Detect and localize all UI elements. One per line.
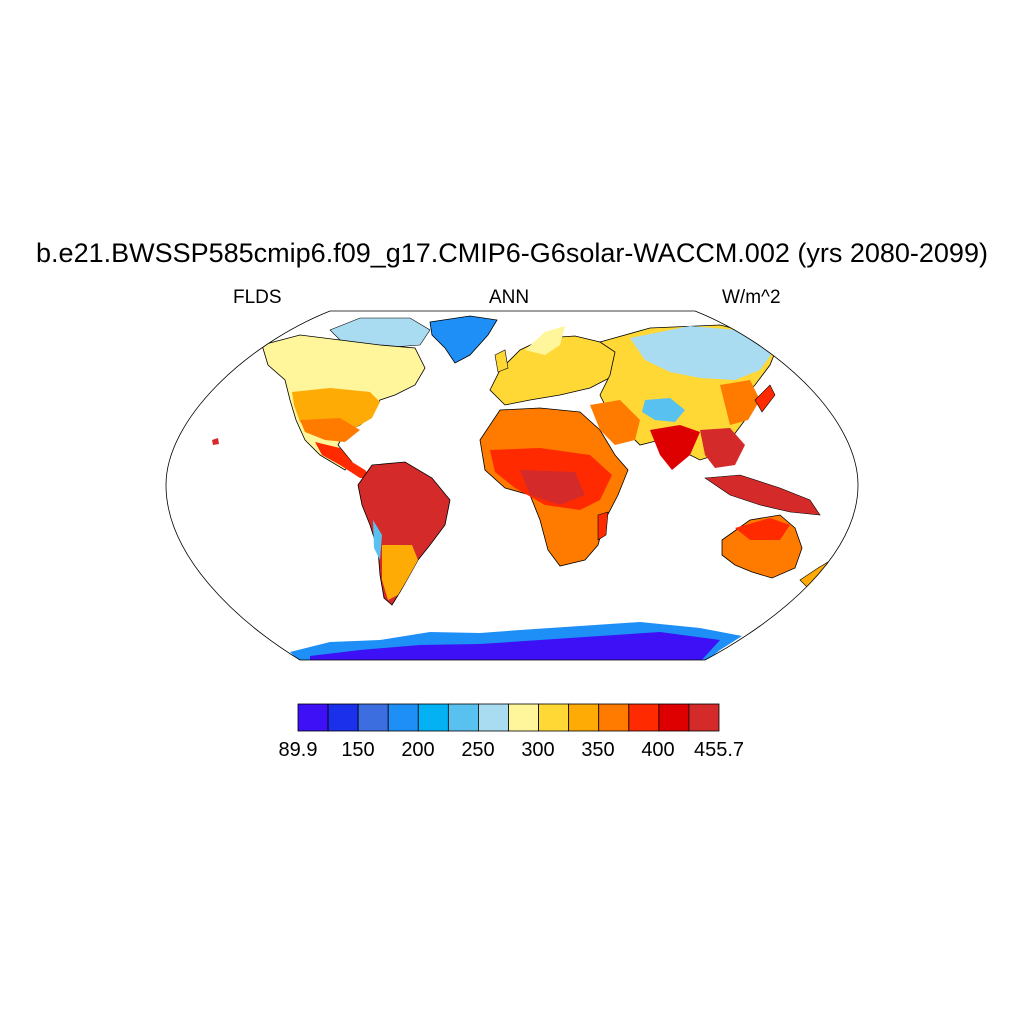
colorbar-tick-label: 455.7	[693, 739, 745, 761]
colorbar-box	[447, 703, 479, 732]
colorbar-box	[658, 703, 690, 732]
region-siberia	[630, 326, 778, 380]
colorbar-box	[417, 703, 449, 732]
season-label: ANN	[489, 287, 530, 308]
colorbar-tick-label: 350	[581, 739, 615, 761]
colorbar-tick-label: 400	[641, 739, 675, 761]
region-antarctica	[310, 632, 720, 660]
region-indonesia	[704, 474, 821, 516]
variable-label: FLDS	[233, 287, 282, 308]
map-boundary	[165, 310, 859, 661]
region-southern-us	[300, 418, 360, 442]
region-greenland	[429, 315, 498, 364]
plot-title: b.e21.BWSSP585cmip6.f09_g17.CMIP6-G6sola…	[36, 238, 988, 268]
region-south-america	[357, 461, 451, 606]
colorbar-box	[688, 703, 720, 732]
region-india	[650, 425, 700, 470]
colorbar-box	[357, 703, 389, 732]
region-central-africa	[520, 470, 585, 505]
colorbar-box	[628, 703, 660, 732]
region-southeast-asia	[700, 428, 745, 468]
colorbar-box	[327, 703, 359, 732]
region-east-asia	[720, 380, 760, 425]
region-scandinavia	[525, 326, 565, 355]
units-label: W/m^2	[722, 287, 781, 308]
region-japan	[754, 384, 776, 413]
colorbar-box	[508, 703, 539, 732]
region-canada	[265, 345, 415, 380]
region-middle-east	[590, 400, 640, 445]
region-uk	[494, 349, 509, 373]
region-southern-south-america	[382, 545, 418, 600]
colorbar-tick-label: 200	[401, 739, 435, 761]
land-fields	[212, 315, 829, 660]
region-tibet	[642, 398, 685, 422]
region-northern-australia	[735, 518, 790, 540]
colorbar-box	[598, 703, 630, 732]
colorbar-box	[387, 703, 419, 732]
colorbar-tick-label: 150	[341, 739, 375, 761]
region-madagascar	[597, 511, 609, 541]
colorbar-tick-label: 89.9	[278, 739, 318, 761]
colorbar-tick-label: 300	[521, 739, 555, 761]
colorbar-box	[478, 703, 509, 732]
colorbar-box	[568, 703, 600, 732]
colorbar-box	[538, 703, 570, 732]
region-hawaii	[212, 438, 219, 445]
colorbar-box	[297, 703, 329, 732]
colorbar-tick-label: 250	[461, 739, 495, 761]
region-andes	[373, 520, 382, 560]
region-central-america	[315, 442, 372, 478]
